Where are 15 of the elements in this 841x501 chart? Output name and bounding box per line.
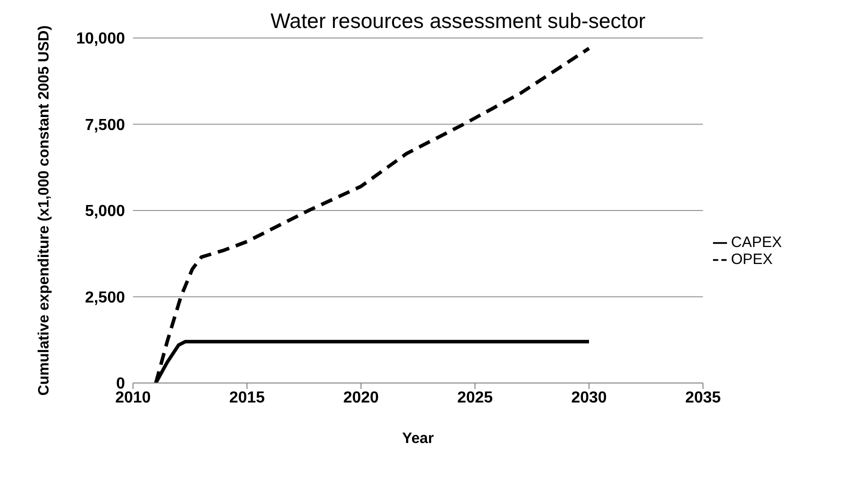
x-tick-label: 2020 xyxy=(343,389,379,406)
x-axis-title: Year xyxy=(402,430,434,447)
x-tick-label: 2010 xyxy=(115,389,151,406)
x-tick-label: 2035 xyxy=(685,389,721,406)
y-axis-title: Cumulative expenditure (x1,000 constant 2005 USD) xyxy=(35,25,52,396)
chart-title: Water resources assessment sub-sector xyxy=(269,10,647,34)
x-tick-label: 2015 xyxy=(229,389,265,406)
legend-label: OPEX xyxy=(731,250,773,268)
y-tick-label: 10,000 xyxy=(76,30,126,48)
x-tick-label: 2025 xyxy=(457,389,493,406)
y-tick-label: 2,500 xyxy=(84,289,126,306)
y-tick-label: 5,000 xyxy=(84,203,126,220)
x-tick-label: 2030 xyxy=(571,389,607,406)
y-tick-label: 7,500 xyxy=(84,116,126,134)
legend-label: CAPEX xyxy=(731,234,782,250)
